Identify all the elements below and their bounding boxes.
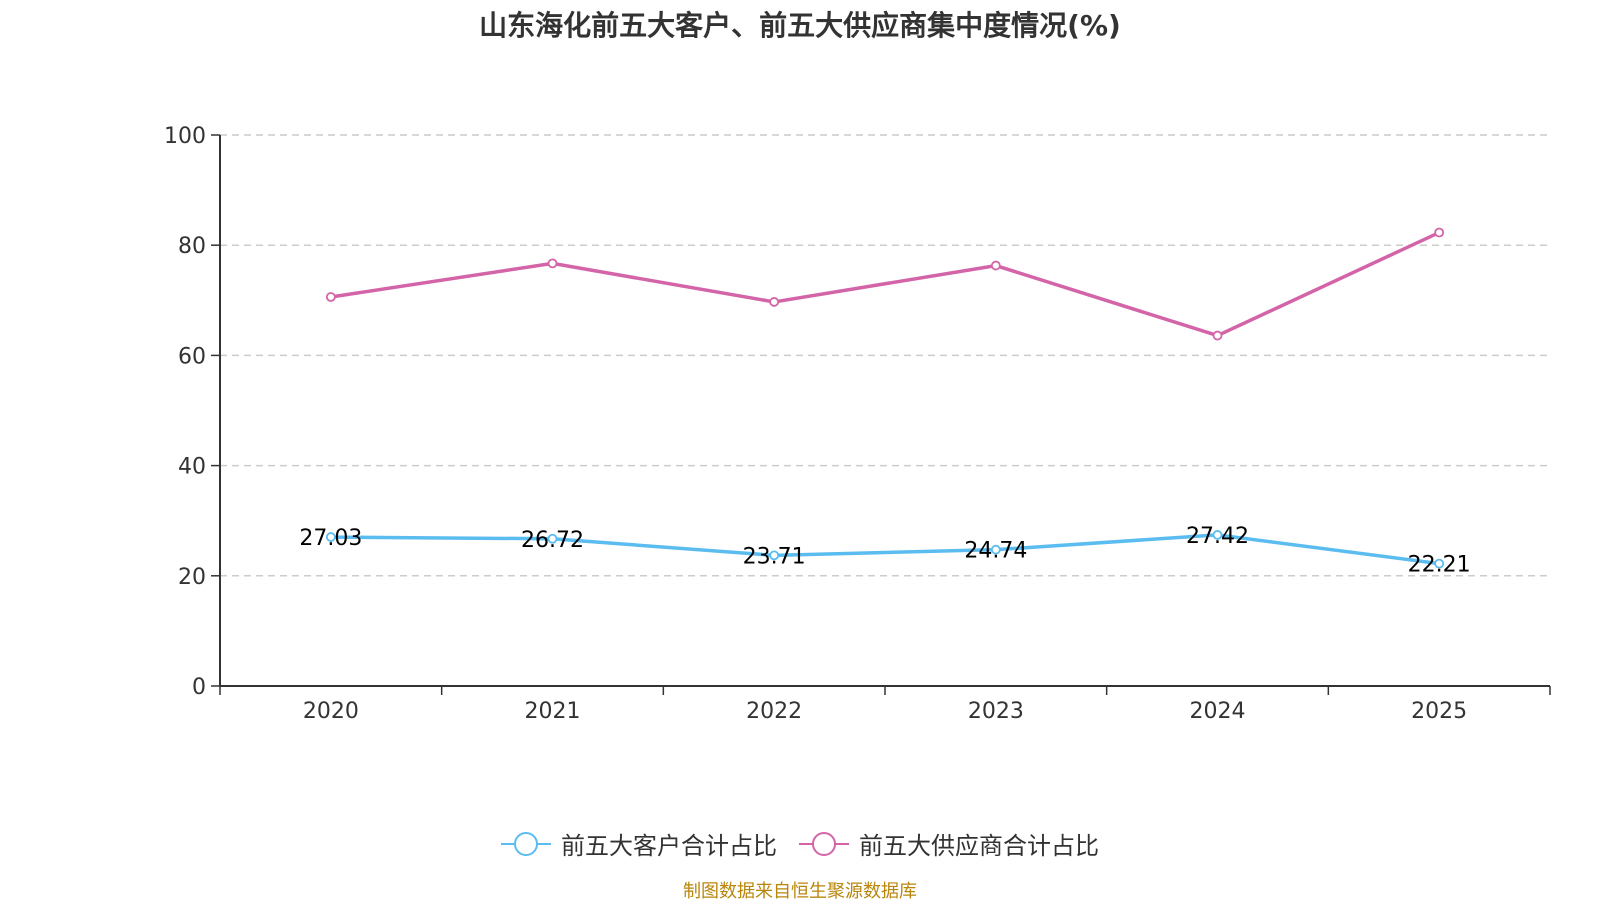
series-1-point-2025[interactable] <box>1434 227 1445 238</box>
series-0-point-2021[interactable] <box>547 533 558 544</box>
series-0-point-2023[interactable] <box>990 544 1001 555</box>
legend-customers-label: 前五大客户合计占比 <box>561 832 777 860</box>
series-0-point-2024[interactable] <box>1212 530 1223 540</box>
legend-item-suppliers[interactable]: 前五大供应商合计占比 <box>799 826 1099 861</box>
data-label-2023: 24.74 <box>964 539 1027 564</box>
y-tick-label: 100 <box>164 124 206 149</box>
x-tick-label-2020: 2020 <box>303 699 359 724</box>
grid-lines <box>220 134 1550 577</box>
series-1-point-2022[interactable] <box>769 297 780 307</box>
legend: 前五大客户合计占比 前五大供应商合计占比 <box>0 826 1600 861</box>
series-line-1 <box>330 230 1440 338</box>
series-0-point-2025[interactable] <box>1434 558 1445 569</box>
x-tick-label-2023: 2023 <box>968 699 1024 724</box>
legend-suppliers-label: 前五大供应商合计占比 <box>859 832 1099 860</box>
data-labels: 27.03 26.72 23.71 24.74 27.42 22.21 <box>299 524 1470 578</box>
legend-customers-marker-icon <box>501 831 551 856</box>
series-group <box>325 227 1445 569</box>
data-label-2021: 26.72 <box>521 528 584 553</box>
y-tick-label: 80 <box>178 234 206 259</box>
series-0-point-2022[interactable] <box>769 550 780 561</box>
chart-title: 山东海化前五大客户、前五大供应商集中度情况(%) <box>479 9 1121 42</box>
data-label-2022: 23.71 <box>743 544 806 569</box>
x-tick-label-2021: 2021 <box>525 699 581 724</box>
legend-item-customers[interactable]: 前五大客户合计占比 <box>501 826 777 861</box>
series-0-point-2020[interactable] <box>325 532 336 542</box>
series-1-point-2024[interactable] <box>1212 330 1223 341</box>
series-1-point-2020[interactable] <box>325 292 336 302</box>
data-label-2020: 27.03 <box>299 526 362 551</box>
x-tick-label-2025: 2025 <box>1411 699 1467 724</box>
y-tick-label: 40 <box>178 455 206 480</box>
legend-suppliers-marker-icon <box>799 831 849 856</box>
series-line-0 <box>330 533 1440 566</box>
series-1-point-2023[interactable] <box>990 260 1001 271</box>
source-note: 制图数据来自恒生聚源数据库 <box>683 881 917 902</box>
y-tick-label: 60 <box>178 344 206 369</box>
series-1-point-2021[interactable] <box>547 258 558 269</box>
y-tick-label: 20 <box>178 565 206 590</box>
x-tick-label-2022: 2022 <box>746 699 802 724</box>
y-tick-label: 0 <box>192 675 206 700</box>
data-label-2024: 27.42 <box>1186 524 1249 549</box>
axes: 0 20 40 60 80 100 2020 2021 2022 2023 2024 2025 <box>164 124 1551 724</box>
data-label-2025: 22.21 <box>1408 553 1471 578</box>
x-tick-label-2024: 2024 <box>1190 699 1246 724</box>
